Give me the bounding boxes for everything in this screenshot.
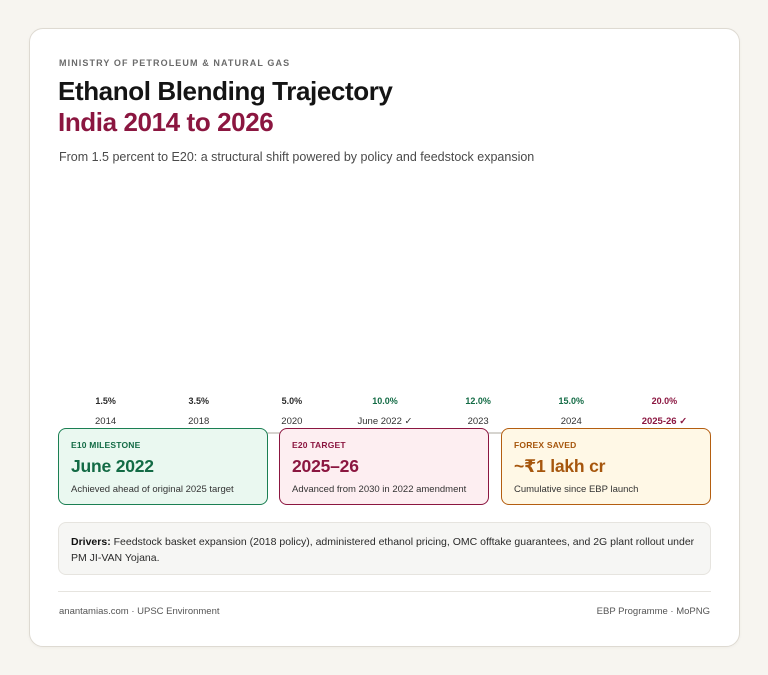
kpi-card-forex-saved: FOREX SAVED ~₹1 lakh cr Cumulative since… bbox=[501, 428, 711, 505]
page-title: Ethanol Blending Trajectory bbox=[58, 76, 393, 106]
kpi-note: Cumulative since EBP launch bbox=[514, 484, 639, 495]
x-tick-label: 2020 bbox=[281, 416, 302, 427]
kpi-label: E20 TARGET bbox=[292, 440, 346, 450]
footer-source: anantamias.com · UPSC Environment bbox=[59, 606, 220, 617]
kpi-card-e20-target: E20 TARGET 2025–26 Advanced from 2030 in… bbox=[279, 428, 489, 505]
x-tick-label: 2018 bbox=[188, 416, 209, 427]
kpi-value: ~₹1 lakh cr bbox=[514, 456, 606, 476]
data-label: 12.0% bbox=[465, 396, 491, 406]
eyebrow-label: MINISTRY OF PETROLEUM & NATURAL GAS bbox=[59, 58, 291, 68]
data-label: 1.5% bbox=[95, 396, 116, 406]
x-tick-label: 2023 bbox=[468, 416, 489, 427]
kpi-note: Achieved ahead of original 2025 target bbox=[71, 484, 234, 495]
drivers-note: Drivers: Feedstock basket expansion (201… bbox=[58, 522, 711, 575]
description: From 1.5 percent to E20: a structural sh… bbox=[59, 150, 535, 164]
x-tick-label: 2014 bbox=[95, 416, 116, 427]
x-tick-label: 2025-26 ✓ bbox=[642, 416, 687, 427]
footer-credit: EBP Programme · MoPNG bbox=[596, 606, 710, 617]
kpi-note: Advanced from 2030 in 2022 amendment bbox=[292, 484, 467, 495]
kpi-value: 2025–26 bbox=[292, 456, 359, 476]
data-label: 15.0% bbox=[559, 396, 585, 406]
blending-chart: 1.5% 2014 3.5% 2018 5.0% 2020 10.0% June 2022 ✓… bbox=[59, 396, 711, 434]
data-label: 10.0% bbox=[372, 396, 398, 406]
page-subtitle: India 2014 to 2026 bbox=[58, 107, 274, 137]
drivers-text: Feedstock basket expansion (2018 policy)… bbox=[71, 536, 695, 564]
x-tick-label: June 2022 ✓ bbox=[358, 416, 413, 427]
data-label: 5.0% bbox=[282, 396, 303, 406]
kpi-label: FOREX SAVED bbox=[514, 440, 577, 450]
data-label: 3.5% bbox=[188, 396, 209, 406]
kpi-value: June 2022 bbox=[71, 456, 154, 476]
data-label: 20.0% bbox=[652, 396, 678, 406]
footer-divider bbox=[58, 591, 711, 592]
kpi-label: E10 MILESTONE bbox=[71, 440, 141, 450]
infographic-card: MINISTRY OF PETROLEUM & NATURAL GAS Etha… bbox=[29, 28, 740, 647]
drivers-label: Drivers: bbox=[71, 536, 111, 548]
kpi-card-e10-milestone: E10 MILESTONE June 2022 Achieved ahead o… bbox=[58, 428, 268, 505]
x-tick-label: 2024 bbox=[561, 416, 582, 427]
